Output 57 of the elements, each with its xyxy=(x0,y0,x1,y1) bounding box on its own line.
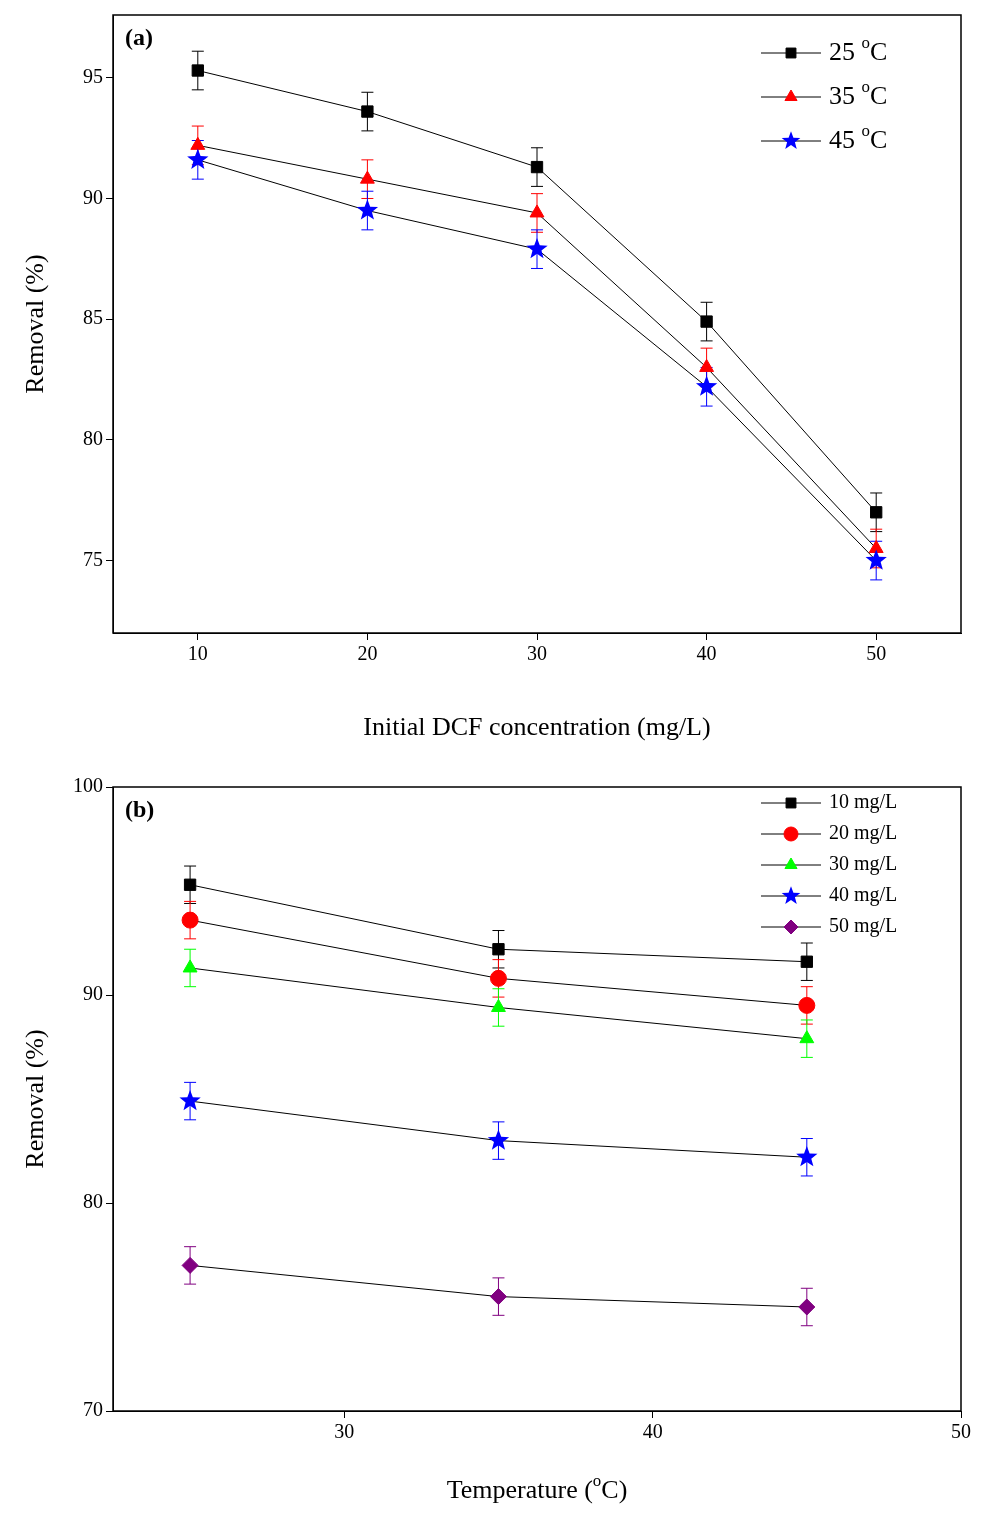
x-tick-label: 40 xyxy=(696,642,717,665)
point xyxy=(356,199,379,220)
x-axis-title: Initial DCF concentration (mg/L) xyxy=(363,711,711,741)
point xyxy=(487,1129,510,1150)
point xyxy=(798,1298,816,1316)
point xyxy=(868,540,884,554)
annotation: (b) xyxy=(125,796,155,823)
point xyxy=(800,955,813,968)
legend-label: 40 mg/L xyxy=(829,883,898,907)
point xyxy=(491,998,506,1012)
y-tick-label: 70 xyxy=(83,1398,103,1421)
point xyxy=(361,105,374,118)
y-tick-label: 90 xyxy=(83,185,103,208)
point xyxy=(799,1030,815,1044)
x-tick-label: 30 xyxy=(527,642,547,665)
point xyxy=(526,237,548,259)
point xyxy=(183,878,197,891)
point xyxy=(489,969,507,987)
x-tick-label: 40 xyxy=(642,1420,663,1443)
legend-label: 50 mg/L xyxy=(829,914,898,938)
x-tick-label: 20 xyxy=(357,642,378,665)
point xyxy=(796,1146,818,1167)
point xyxy=(181,911,199,929)
point xyxy=(359,170,375,184)
x-tick-label: 50 xyxy=(951,1420,971,1443)
point xyxy=(695,375,718,396)
point xyxy=(865,549,887,570)
point xyxy=(489,1288,507,1306)
y-axis-title: Removal (%) xyxy=(19,1029,49,1169)
legend-label: 30 mg/L xyxy=(829,852,898,876)
annotation: (a) xyxy=(125,24,153,51)
y-tick-label: 75 xyxy=(83,547,103,570)
x-tick-label: 30 xyxy=(334,1420,355,1443)
point xyxy=(179,1089,201,1111)
point xyxy=(492,943,505,956)
point xyxy=(530,160,544,174)
point xyxy=(529,204,545,218)
y-tick-label: 80 xyxy=(83,427,103,450)
point xyxy=(190,136,206,150)
legend-label: 10 mg/L xyxy=(829,790,898,814)
point xyxy=(181,1256,199,1274)
x-tick-label: 10 xyxy=(187,642,208,665)
point xyxy=(700,315,713,328)
y-tick-label: 80 xyxy=(83,1190,103,1213)
point xyxy=(187,148,209,169)
point xyxy=(191,64,204,77)
point xyxy=(699,358,715,372)
legend-label: 20 mg/L xyxy=(829,821,898,845)
y-axis-title: Removal (%) xyxy=(19,254,49,394)
x-tick-label: 50 xyxy=(866,642,887,665)
y-tick-label: 85 xyxy=(83,306,103,329)
y-tick-label: 95 xyxy=(83,65,103,88)
point xyxy=(798,996,816,1014)
point xyxy=(870,506,883,519)
y-tick-label: 100 xyxy=(73,774,103,797)
y-tick-label: 90 xyxy=(83,982,103,1005)
point xyxy=(182,959,198,973)
